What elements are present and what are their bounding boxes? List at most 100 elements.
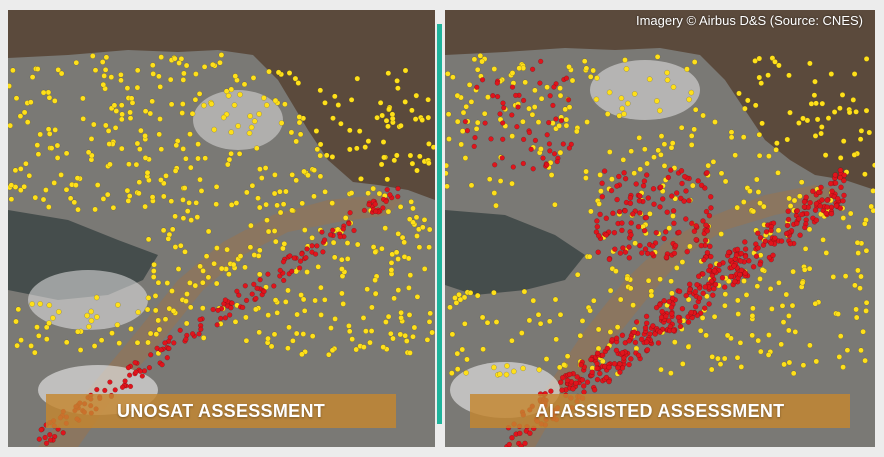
moderate-damage-marker bbox=[668, 144, 675, 151]
moderate-damage-marker bbox=[311, 193, 317, 200]
moderate-damage-marker bbox=[187, 164, 194, 171]
moderate-damage-marker bbox=[772, 59, 778, 65]
severe-damage-marker bbox=[636, 198, 643, 204]
moderate-damage-marker bbox=[504, 363, 510, 369]
moderate-damage-marker bbox=[818, 130, 824, 137]
severe-damage-marker bbox=[645, 195, 652, 201]
moderate-damage-marker bbox=[749, 312, 756, 319]
moderate-damage-marker bbox=[235, 123, 241, 129]
moderate-damage-marker bbox=[807, 342, 813, 349]
moderate-damage-marker bbox=[170, 308, 177, 314]
severe-damage-marker bbox=[299, 251, 305, 257]
moderate-damage-marker bbox=[535, 311, 542, 318]
moderate-damage-marker bbox=[142, 108, 149, 114]
moderate-damage-marker bbox=[785, 327, 792, 334]
moderate-damage-marker bbox=[712, 119, 718, 125]
severe-damage-marker bbox=[560, 141, 566, 147]
moderate-damage-marker bbox=[840, 215, 847, 221]
severe-damage-marker bbox=[148, 352, 154, 358]
moderate-damage-marker bbox=[101, 73, 107, 79]
severe-damage-marker bbox=[593, 229, 600, 235]
moderate-damage-marker bbox=[416, 244, 423, 250]
moderate-damage-marker bbox=[50, 315, 56, 321]
moderate-damage-marker bbox=[479, 58, 485, 65]
severe-damage-marker bbox=[570, 386, 576, 392]
moderate-damage-marker bbox=[63, 186, 70, 193]
moderate-damage-marker bbox=[249, 182, 256, 189]
moderate-damage-marker bbox=[144, 306, 151, 313]
moderate-damage-marker bbox=[344, 240, 351, 246]
moderate-damage-marker bbox=[379, 245, 385, 252]
moderate-damage-marker bbox=[348, 97, 355, 103]
moderate-damage-marker bbox=[397, 331, 404, 338]
moderate-damage-marker bbox=[89, 152, 95, 159]
moderate-damage-marker bbox=[242, 264, 248, 271]
moderate-damage-marker bbox=[544, 84, 550, 90]
moderate-damage-marker bbox=[735, 311, 742, 317]
moderate-damage-marker bbox=[112, 125, 119, 131]
severe-damage-marker bbox=[643, 214, 650, 221]
moderate-damage-marker bbox=[509, 337, 515, 344]
moderate-damage-marker bbox=[459, 128, 466, 134]
severe-damage-marker bbox=[828, 180, 834, 187]
moderate-damage-marker bbox=[870, 188, 875, 194]
moderate-damage-marker bbox=[393, 249, 400, 256]
moderate-damage-marker bbox=[664, 69, 670, 76]
severe-damage-marker bbox=[813, 200, 820, 207]
moderate-damage-marker bbox=[45, 126, 52, 132]
moderate-damage-marker bbox=[184, 208, 191, 214]
moderate-damage-marker bbox=[151, 261, 157, 268]
moderate-damage-marker bbox=[463, 103, 470, 110]
moderate-damage-marker bbox=[129, 100, 136, 106]
severe-damage-marker bbox=[612, 246, 618, 252]
moderate-damage-marker bbox=[344, 256, 351, 262]
moderate-damage-marker bbox=[383, 117, 390, 124]
moderate-damage-marker bbox=[40, 89, 47, 96]
moderate-damage-marker bbox=[491, 190, 498, 196]
severe-damage-marker bbox=[303, 255, 309, 261]
moderate-damage-marker bbox=[258, 175, 265, 181]
moderate-damage-marker bbox=[226, 156, 233, 163]
severe-damage-marker bbox=[215, 307, 221, 313]
severe-damage-marker bbox=[229, 300, 235, 306]
moderate-damage-marker bbox=[193, 199, 199, 206]
moderate-damage-marker bbox=[616, 113, 623, 119]
severe-damage-marker bbox=[832, 180, 839, 186]
moderate-damage-marker bbox=[389, 111, 396, 118]
moderate-damage-marker bbox=[286, 70, 293, 76]
severe-damage-marker bbox=[641, 178, 648, 184]
moderate-damage-marker bbox=[538, 95, 545, 102]
moderate-damage-marker bbox=[157, 116, 163, 122]
moderate-damage-marker bbox=[445, 111, 452, 117]
severe-damage-marker bbox=[36, 436, 42, 442]
severe-damage-marker bbox=[659, 308, 665, 315]
moderate-damage-marker bbox=[85, 149, 92, 156]
severe-damage-marker bbox=[280, 259, 287, 265]
moderate-damage-marker bbox=[556, 364, 563, 371]
sea-area bbox=[445, 10, 875, 190]
moderate-damage-marker bbox=[329, 200, 336, 206]
moderate-damage-marker bbox=[354, 241, 361, 248]
severe-damage-marker bbox=[813, 217, 820, 223]
moderate-damage-marker bbox=[187, 280, 193, 286]
severe-damage-marker bbox=[818, 184, 824, 191]
moderate-damage-marker bbox=[484, 319, 491, 326]
moderate-damage-marker bbox=[421, 216, 428, 223]
severe-damage-marker bbox=[677, 323, 684, 330]
severe-damage-marker bbox=[591, 387, 598, 393]
severe-damage-marker bbox=[527, 430, 533, 436]
moderate-damage-marker bbox=[804, 117, 811, 124]
moderate-damage-marker bbox=[107, 161, 113, 168]
moderate-damage-marker bbox=[595, 326, 602, 333]
severe-damage-marker bbox=[704, 169, 710, 176]
moderate-damage-marker bbox=[301, 168, 307, 175]
moderate-damage-marker bbox=[187, 131, 193, 137]
severe-damage-marker bbox=[667, 323, 674, 330]
severe-damage-marker bbox=[137, 368, 143, 374]
moderate-damage-marker bbox=[855, 267, 861, 274]
moderate-damage-marker bbox=[338, 256, 345, 263]
severe-damage-marker bbox=[599, 180, 605, 187]
severe-damage-marker bbox=[210, 306, 216, 313]
severe-damage-marker bbox=[657, 329, 663, 335]
severe-damage-marker bbox=[683, 292, 689, 299]
